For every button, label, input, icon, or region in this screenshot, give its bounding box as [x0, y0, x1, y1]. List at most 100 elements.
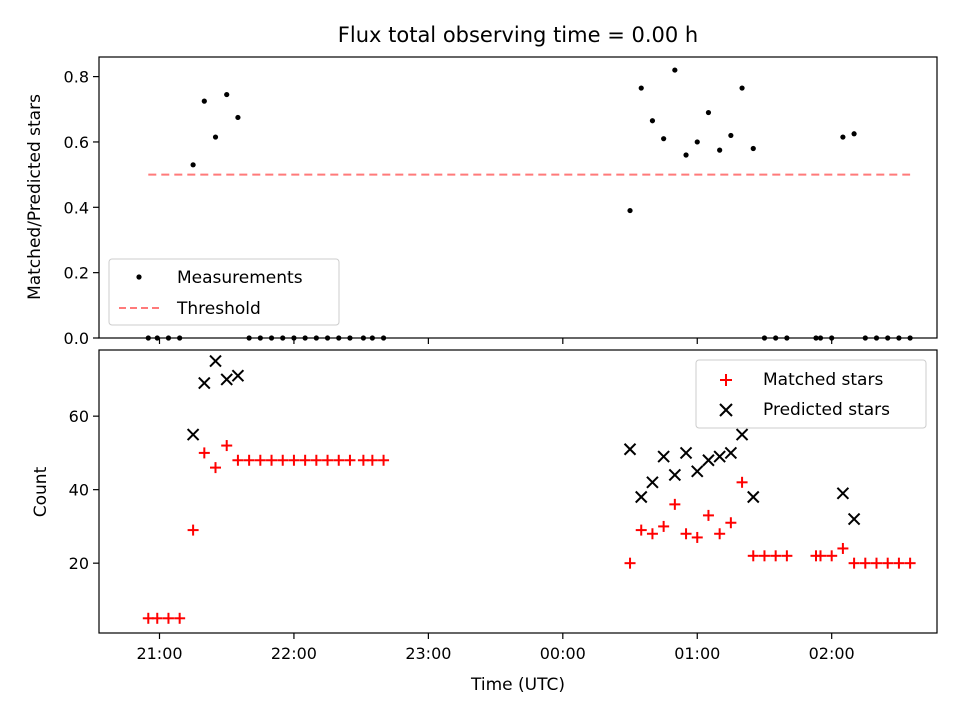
predicted-star-point — [668, 468, 682, 482]
matched-star-point — [859, 557, 871, 569]
measurement-point — [829, 335, 835, 341]
predicted-star-stroke — [836, 487, 850, 500]
measurement-point — [761, 335, 768, 341]
matched-star-point — [151, 612, 163, 624]
predicted-star-point — [702, 454, 715, 467]
measurement-point — [907, 335, 913, 341]
top-panel: 0.00.20.40.60.8 Matched/Predicted stars … — [25, 56, 938, 348]
top-chart-title: Flux total observing time = 0.00 h — [338, 23, 698, 47]
predicted-star-point — [646, 476, 659, 489]
matched-star-point — [814, 550, 826, 562]
matched-star-point — [736, 476, 748, 488]
matched-star-point — [299, 454, 311, 466]
predicted-star-stroke — [209, 354, 222, 368]
predicted-star-stroke — [231, 369, 245, 382]
top-y-tick-label: 0.4 — [64, 198, 89, 217]
matched-star-point — [848, 557, 860, 569]
measurement-point — [324, 335, 331, 341]
bottom-x-ticks: 21:00 22:00 23:00 00:00 01:00 02:00 — [136, 633, 855, 663]
predicted-star-point — [198, 376, 211, 390]
legend-marker-predicted-stars — [719, 403, 733, 417]
predicted-star-point — [713, 450, 726, 463]
matched-star-point — [702, 509, 714, 521]
measurement-point — [235, 114, 241, 121]
bottom-x-tick-label: 23:00 — [405, 644, 451, 663]
matched-star-point — [882, 557, 894, 569]
matched-star-point — [635, 524, 647, 536]
matched-star-point — [221, 440, 233, 452]
matched-star-point — [344, 454, 356, 466]
predicted-star-stroke — [668, 468, 682, 482]
measurement-point — [750, 145, 756, 152]
measurement-point — [739, 85, 745, 91]
legend-label-predicted-stars: Predicted stars — [763, 400, 890, 420]
predicted-star-point — [623, 443, 637, 456]
measurement-point — [817, 335, 824, 341]
measurement-point — [190, 162, 196, 168]
measurement-point — [773, 335, 779, 341]
legend-label-matched-stars: Matched stars — [763, 370, 883, 390]
matched-star-point — [658, 520, 670, 532]
predicted-star-point — [635, 490, 648, 504]
matched-star-point — [333, 454, 345, 466]
measurement-point — [728, 132, 734, 139]
matched-star-point — [254, 454, 266, 466]
x-axis-label: Time (UTC) — [470, 675, 565, 695]
matched-star-point — [826, 550, 838, 562]
predicted-star-point — [724, 446, 738, 460]
matched-star-point — [871, 557, 883, 569]
predicted-star-point — [679, 446, 693, 460]
predicted-star-stroke — [735, 428, 749, 441]
matched-star-point — [322, 454, 334, 466]
bottom-legend-box — [695, 359, 927, 429]
measurement-point — [336, 335, 342, 341]
predicted-star-stroke — [702, 454, 715, 467]
measurement-point — [145, 335, 151, 341]
predicted-star-point — [691, 465, 704, 478]
predicted-star-point — [657, 450, 670, 463]
measurement-point — [694, 139, 700, 145]
bottom-panel: 20 40 60 21:00 22:00 23:00 00:00 01:00 02:00 Co… — [31, 349, 938, 695]
predicted-star-stroke — [635, 490, 648, 504]
measurement-point — [224, 91, 230, 98]
matched-star-point — [904, 557, 916, 569]
predicted-star-stroke — [691, 465, 704, 478]
measurement-point — [165, 335, 172, 341]
matched-star-point — [378, 454, 390, 466]
top-y-axis-label: Matched/Predicted stars — [25, 94, 45, 300]
top-legend-box — [108, 258, 340, 326]
bottom-x-tick-label: 22:00 — [271, 644, 317, 663]
matched-star-point — [646, 528, 658, 540]
bottom-panel-frame — [98, 349, 938, 634]
matched-star-point — [758, 550, 770, 562]
matched-star-point — [366, 454, 378, 466]
matched-star-point — [680, 528, 692, 540]
top-y-tick-label: 0.2 — [64, 264, 89, 283]
top-legend: Measurements Threshold — [108, 258, 340, 326]
measurement-point — [360, 335, 366, 341]
bottom-y-tick-label: 60 — [69, 407, 89, 426]
legend-marker-matched-stars — [720, 374, 732, 386]
measurement-point — [347, 335, 353, 341]
predicted-star-stroke — [847, 512, 861, 526]
predicted-star-stroke — [657, 450, 670, 463]
bottom-y-axis-label: Count — [31, 466, 51, 517]
predicted-star-point — [847, 512, 861, 526]
measurement-point — [380, 335, 387, 341]
measurement-point — [302, 335, 308, 341]
measurement-point — [672, 67, 678, 73]
bottom-legend: Matched stars Predicted stars — [695, 359, 927, 429]
measurement-point — [705, 109, 712, 116]
predicted-star-point — [836, 487, 850, 500]
matched-star-point — [288, 454, 300, 466]
matched-star-point — [781, 550, 793, 562]
measurement-point — [885, 335, 891, 341]
predicted-star-stroke — [724, 446, 738, 460]
measurement-point — [313, 335, 319, 341]
matched-star-point — [310, 454, 322, 466]
bottom-x-tick-label: 00:00 — [540, 644, 586, 663]
bottom-x-tick-label: 02:00 — [809, 644, 855, 663]
measurement-point — [784, 335, 790, 341]
matched-star-point — [210, 462, 222, 474]
